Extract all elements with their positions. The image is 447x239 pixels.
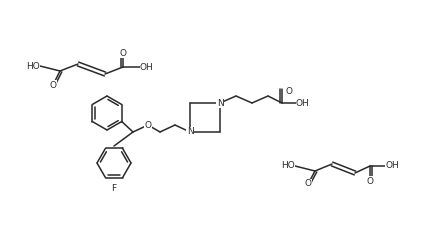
Text: F: F <box>111 184 117 193</box>
Text: OH: OH <box>385 162 399 170</box>
Text: O: O <box>304 179 312 189</box>
Text: N: N <box>217 98 224 108</box>
Text: O: O <box>286 87 293 96</box>
Text: O: O <box>119 49 127 58</box>
Text: O: O <box>50 81 56 89</box>
Text: HO: HO <box>281 162 295 170</box>
Text: O: O <box>367 176 374 185</box>
Text: O: O <box>144 120 152 130</box>
Text: N: N <box>187 127 194 136</box>
Text: OH: OH <box>296 98 310 108</box>
Text: HO: HO <box>26 61 40 71</box>
Text: OH: OH <box>140 63 154 71</box>
